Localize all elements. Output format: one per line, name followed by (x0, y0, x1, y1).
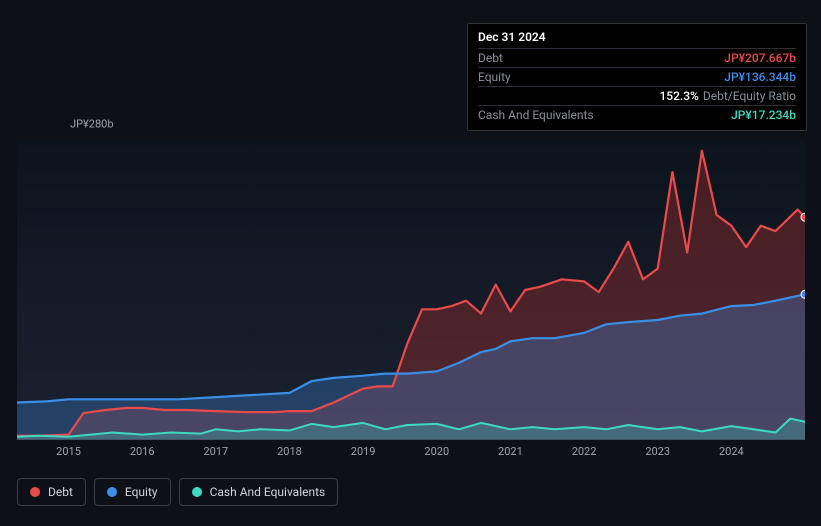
x-axis-year: 2019 (351, 445, 376, 458)
x-axis-year: 2017 (203, 445, 228, 458)
legend-item[interactable]: Cash And Equivalents (179, 478, 339, 506)
chart-svg (17, 140, 805, 440)
tooltip-row: Cash And Equivalents JP¥17.234b (478, 106, 796, 124)
legend: Debt Equity Cash And Equivalents (17, 478, 338, 506)
tooltip-row-value: JP¥207.667b (724, 51, 796, 65)
tooltip-date: Dec 31 2024 (478, 30, 796, 49)
tooltip-row: Equity JP¥136.344b (478, 68, 796, 87)
legend-dot-icon (192, 487, 202, 497)
legend-dot-icon (30, 487, 40, 497)
tooltip-row-label: Debt (478, 51, 503, 65)
legend-label: Debt (48, 485, 73, 499)
legend-item[interactable]: Equity (94, 478, 171, 506)
x-axis-year: 2023 (645, 445, 670, 458)
legend-item[interactable]: Debt (17, 478, 86, 506)
tooltip-rows: Debt JP¥207.667b Equity JP¥136.344b 152.3%De… (478, 49, 796, 124)
x-axis-year: 2021 (498, 445, 523, 458)
legend-dot-icon (107, 487, 117, 497)
x-axis-year: 2022 (572, 445, 597, 458)
tooltip-row: Debt JP¥207.667b (478, 49, 796, 68)
legend-label: Cash And Equivalents (210, 485, 326, 499)
tooltip-row-label: Cash And Equivalents (478, 108, 594, 122)
legend-label: Equity (125, 485, 158, 499)
x-axis-year: 2016 (130, 445, 155, 458)
tooltip-row-value: JP¥136.344b (724, 70, 796, 84)
x-axis-year: 2020 (424, 445, 449, 458)
x-axis-year: 2015 (56, 445, 81, 458)
x-axis-year: 2024 (719, 445, 744, 458)
tooltip-row-label: Equity (478, 70, 511, 84)
tooltip-row: 152.3%Debt/Equity Ratio (478, 87, 796, 106)
tooltip-row-value: 152.3%Debt/Equity Ratio (659, 89, 796, 103)
tooltip-row-value: JP¥17.234b (731, 108, 796, 122)
chart-tooltip: Dec 31 2024 Debt JP¥207.667b Equity JP¥136.… (467, 23, 807, 131)
chart-area[interactable] (17, 140, 805, 440)
y-axis-label-max: JP¥280b (70, 118, 120, 131)
x-axis-labels: 2015 2016 2017 2018 2019 2020 2021 2022 2023 2024 (17, 445, 805, 465)
x-axis-year: 2018 (277, 445, 302, 458)
